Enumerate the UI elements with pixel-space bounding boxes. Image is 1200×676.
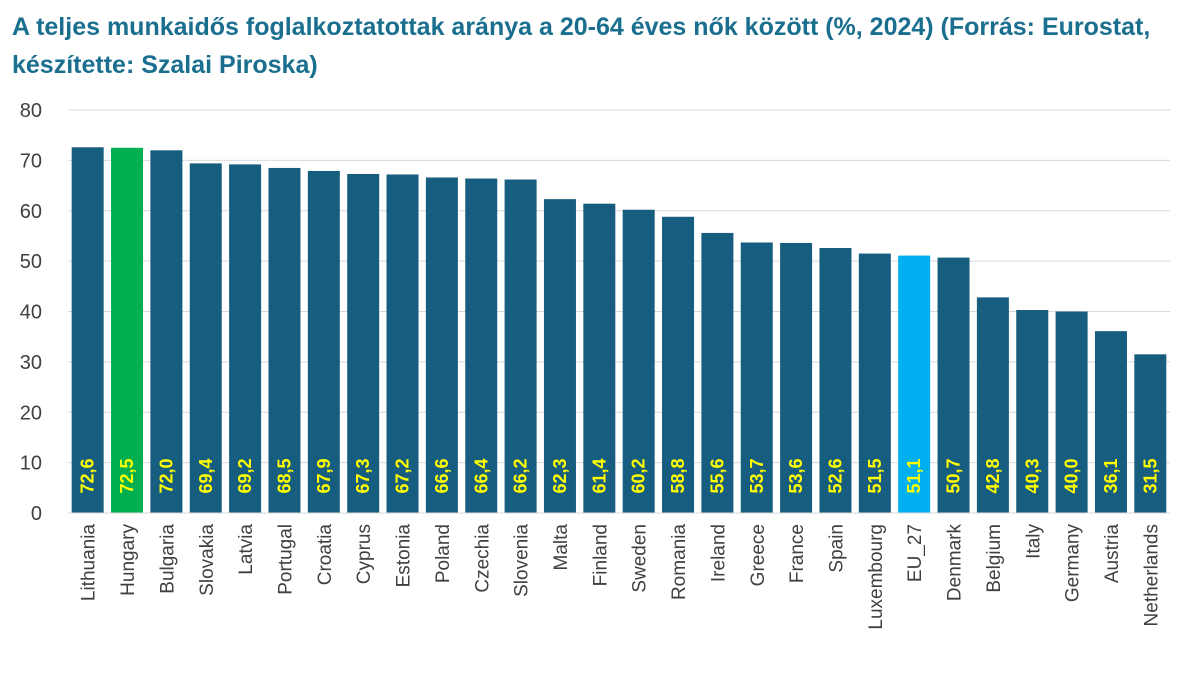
category-label: Slovakia [197,524,218,596]
chart-title: A teljes munkaidős foglalkoztatottak ará… [12,13,1151,79]
y-tick-label: 80 [20,100,42,122]
data-label: 51,5 [865,458,885,493]
bar-croatia [307,170,340,514]
bar-denmark [937,257,970,513]
y-tick-label: 60 [20,201,42,223]
category-label: Hungary [118,524,139,596]
category-label: Finland [590,524,611,586]
y-tick-label: 0 [31,503,42,525]
category-label: EU_27 [905,524,926,582]
data-label: 67,2 [393,458,413,493]
category-label: Cyprus [354,524,375,584]
category-label: Belgium [984,524,1005,593]
data-label: 42,8 [983,458,1003,493]
data-label: 40,0 [1062,458,1082,493]
data-label: 62,3 [550,458,570,493]
data-label: 67,3 [353,458,373,493]
data-label: 60,2 [629,458,649,493]
y-tick-label: 20 [20,402,42,424]
bar-cyprus [347,173,380,513]
category-label: France [787,524,808,583]
category-label: Denmark [945,524,966,602]
data-label: 31,5 [1140,458,1160,493]
bar-portugal [268,167,301,513]
category-label: Ireland [708,524,729,582]
bar-france [780,242,813,514]
data-label: 66,4 [471,458,491,493]
category-label: Spain [826,524,847,573]
data-label: 40,3 [1022,458,1042,493]
y-tick-label: 40 [20,302,42,324]
bar-italy [1016,309,1049,513]
data-label: 72,5 [117,458,137,493]
data-label: 53,7 [747,458,767,493]
bar-eu_27 [898,255,931,514]
bar-greece [740,242,773,513]
bar-slovenia [504,179,537,513]
category-label: Greece [748,524,769,586]
category-label: Romania [669,524,690,600]
category-label: Austria [1102,524,1123,584]
bar-spain [819,248,852,513]
bar-germany [1055,311,1088,513]
category-label: Netherlands [1141,524,1162,626]
bar-austria [1094,331,1127,513]
bar-poland [425,177,458,513]
y-tick-label: 70 [20,150,42,172]
category-label: Germany [1063,524,1084,603]
data-label: 36,1 [1101,458,1121,493]
bar-sweden [622,209,655,513]
category-label: Sweden [630,524,651,593]
data-label: 55,6 [707,458,727,493]
bar-malta [543,199,576,513]
bar-lithuania [71,147,104,513]
bar-estonia [386,174,419,514]
bar-bulgaria [150,150,183,514]
category-label: Estonia [394,524,415,588]
data-label: 66,2 [511,458,531,493]
data-label: 66,6 [432,458,452,493]
bar-hungary [111,147,144,513]
data-label: 69,2 [235,458,255,493]
y-tick-label: 10 [20,453,42,475]
data-label: 61,4 [589,458,609,493]
bar-ireland [701,232,734,514]
data-label: 72,6 [78,458,98,493]
data-label: 52,6 [825,458,845,493]
data-label: 68,5 [274,458,294,493]
data-label: 58,8 [668,458,688,493]
data-label: 53,6 [786,458,806,493]
category-label: Slovenia [512,524,533,597]
bar-slovakia [189,163,222,513]
category-label: Czechia [472,524,493,593]
data-label: 67,9 [314,458,334,493]
data-label: 69,4 [196,458,216,493]
bar-latvia [229,164,262,513]
category-label: Malta [551,524,572,571]
category-label: Portugal [275,524,296,595]
category-label: Bulgaria [157,524,178,594]
y-tick-label: 50 [20,251,42,273]
category-label: Luxembourg [866,524,887,630]
bar-finland [583,203,616,513]
data-label: 50,7 [944,458,964,493]
category-label: Poland [433,524,454,583]
bar-luxembourg [858,253,891,513]
category-label: Italy [1023,524,1044,559]
bar-netherlands [1134,354,1167,513]
bar-belgium [976,297,1009,513]
y-tick-label: 30 [20,352,42,374]
data-label: 72,0 [156,458,176,493]
category-label: Croatia [315,524,336,586]
category-label: Latvia [236,524,257,575]
bar-czechia [465,178,498,513]
category-label: Lithuania [79,524,100,602]
data-label: 51,1 [904,458,924,493]
bar-romania [662,216,695,514]
